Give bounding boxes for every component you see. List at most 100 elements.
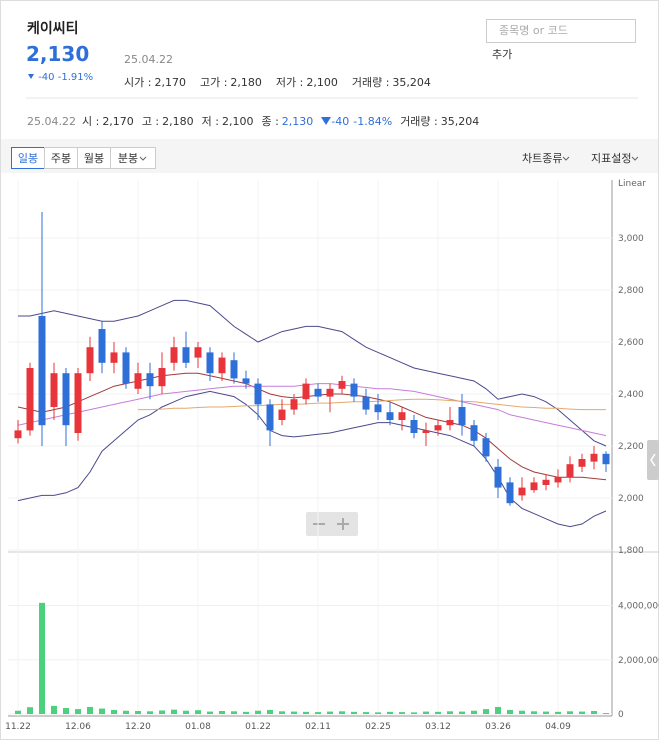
volume-bar [171, 709, 177, 714]
summary-label: 저 : [201, 115, 219, 128]
stat-value: 2,180 [230, 76, 262, 89]
volume-bar [519, 710, 525, 714]
volume-bar [267, 709, 273, 714]
y-tick-label: 2,800 [618, 286, 644, 296]
candle-body [146, 373, 154, 387]
volume-bar [375, 712, 381, 714]
volume-bar [15, 710, 21, 714]
candle-body [134, 373, 142, 389]
volume-bar [243, 711, 249, 714]
candle-body [278, 409, 286, 420]
summary-label: 고 : [141, 115, 160, 128]
volume-bar [303, 711, 309, 714]
volume-bar [579, 711, 585, 714]
candle-body [494, 466, 502, 488]
period-tab[interactable]: 일봉 [11, 147, 45, 169]
summary-change: -40 [331, 115, 350, 128]
candle-body [38, 316, 46, 426]
candle-body [98, 329, 106, 363]
candle-body [470, 425, 478, 441]
period-tab[interactable]: 월봉 [77, 147, 111, 169]
y-tick-label: 1,800 [618, 546, 644, 556]
volume-bar [603, 713, 609, 714]
period-tab[interactable]: 분봉 [110, 147, 156, 169]
x-tick-label: 03.12 [425, 722, 451, 732]
candle-body [26, 368, 34, 431]
volume-bar [147, 711, 153, 714]
candle-body [458, 407, 466, 426]
volume-bar [87, 706, 93, 714]
candle-body [194, 347, 202, 358]
candle-body [398, 412, 406, 420]
y-tick-label: 4,000,000 [618, 602, 659, 612]
candle-body [530, 482, 538, 491]
volume-bar [435, 711, 441, 714]
candle-body [554, 477, 562, 483]
period-tab[interactable]: 주봉 [44, 147, 78, 169]
side-tab[interactable] [647, 440, 659, 480]
indicators[interactable]: 지표설정 [591, 150, 639, 166]
stat-value: 2,100 [306, 76, 338, 89]
candle-body [14, 430, 22, 439]
period-label: 주봉 [50, 152, 72, 165]
candle-body [410, 420, 418, 433]
volume-bar [231, 711, 237, 714]
add-button[interactable]: 추가 [492, 48, 513, 61]
candle-body [578, 459, 586, 467]
volume-bar [51, 705, 57, 714]
candle-body [386, 412, 394, 420]
period-label: 분봉 [117, 152, 139, 165]
candle-body [170, 347, 178, 363]
x-tick-label: 02.25 [365, 722, 391, 732]
x-tick-label: 04.09 [545, 722, 571, 732]
search-input[interactable]: 종목명 or 코드 [486, 19, 636, 43]
candle-body [326, 388, 334, 397]
volume-bar [39, 602, 45, 714]
volume-bar [255, 710, 261, 714]
volume-bar [567, 711, 573, 714]
volume-bar [111, 709, 117, 714]
candle-body [374, 404, 382, 413]
volume-bar [315, 712, 321, 714]
indicator-line [138, 398, 606, 411]
x-tick-label: 12.06 [65, 722, 91, 732]
volume-bar [63, 708, 69, 714]
indicator-line [18, 299, 607, 447]
y-tick-label: 2,400 [618, 390, 644, 400]
volume-bar [591, 711, 597, 714]
summary-volume-label: 거래량 : [400, 115, 438, 128]
x-tick-label: 03.26 [485, 722, 511, 732]
volume-bar [363, 712, 369, 714]
volume-bar [555, 711, 561, 714]
indicator-line [17, 383, 607, 437]
indicators-label: 지표설정 [591, 152, 632, 165]
zoom-control[interactable] [306, 512, 358, 536]
candle-body [230, 360, 238, 379]
summary: 25.04.22 시 :2,170 고 :2,180 저 :2,100 종 :2,130… [27, 113, 479, 129]
candle-body [338, 381, 346, 389]
stock-name: 케이씨티 [27, 21, 79, 37]
y-tick-label: 0 [618, 710, 624, 720]
volume-bar [495, 706, 501, 714]
candle-body [158, 368, 166, 387]
chart-type[interactable]: 차트종류 [522, 150, 570, 166]
volume-bar [447, 711, 453, 714]
volume-bar [411, 712, 417, 714]
candle-body [542, 479, 550, 485]
volume-bar [387, 711, 393, 714]
candle-body [350, 383, 358, 397]
stat-label: 시가 : [124, 76, 152, 89]
chart-type-label: 차트종류 [522, 152, 563, 165]
volume-bar [507, 709, 513, 714]
candle-body [434, 425, 442, 431]
summary-label: 종 : [261, 115, 279, 128]
scale-label: Linear [618, 179, 646, 189]
volume-bar [423, 711, 429, 714]
candle-body [602, 453, 610, 465]
stat-value: 35,204 [392, 76, 431, 89]
candle-body [566, 464, 574, 478]
price: 2,130 [26, 42, 90, 66]
